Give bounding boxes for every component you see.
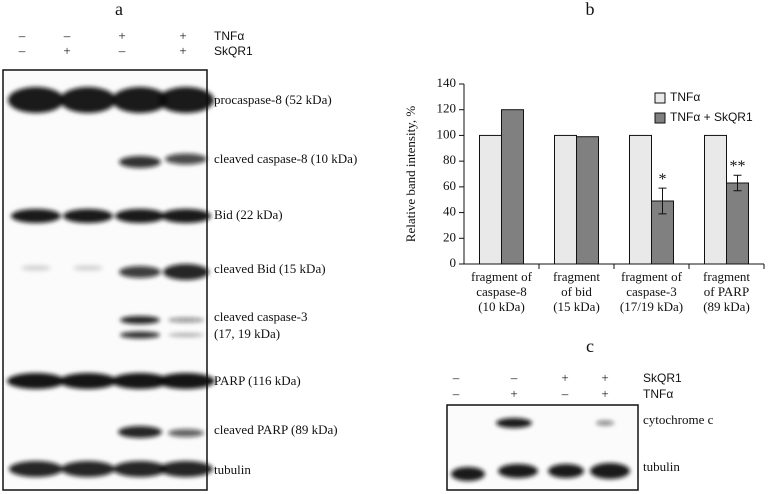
band-label: tubulin <box>643 459 680 474</box>
band <box>158 87 214 113</box>
x-tick-label: fragment of PARP (89 kDa) <box>703 269 750 314</box>
y-tick-label: 40 <box>443 204 456 219</box>
band-label: cleaved caspase-3 <box>214 309 307 324</box>
band <box>168 333 204 337</box>
significance: ** <box>730 158 746 175</box>
treatment-sign: + <box>118 28 125 43</box>
bar <box>576 136 599 265</box>
bar <box>554 134 577 265</box>
x-tick-label: fragment of caspase-8 (10 kDa) <box>471 269 533 314</box>
band <box>60 87 116 113</box>
band-label: cytochrome c <box>643 412 714 427</box>
legend-swatch <box>654 92 666 104</box>
band <box>590 463 630 479</box>
treatment-sign: – <box>452 370 460 385</box>
treatment-label: TNFα <box>214 29 244 43</box>
band <box>168 429 204 437</box>
bar <box>479 134 502 265</box>
panel-title: c <box>586 336 594 356</box>
treatment-label: SkQR1 <box>643 371 682 385</box>
y-tick-label: 140 <box>437 75 457 90</box>
significance: * <box>659 171 667 188</box>
band <box>115 209 165 223</box>
error-bar <box>733 174 742 192</box>
band-label: (17, 19 kDa) <box>214 326 280 341</box>
band <box>451 467 485 481</box>
treatment-sign: + <box>179 28 186 43</box>
treatment-sign: + <box>601 386 608 401</box>
legend-label: TNFα + SkQR1 <box>670 110 753 124</box>
band <box>113 461 167 477</box>
band <box>73 265 103 271</box>
band-label: tubulin <box>214 462 251 477</box>
x-tick-label: fragment of bid (15 kDa) <box>553 269 600 314</box>
panel-title: b <box>586 0 595 19</box>
band <box>11 209 61 223</box>
band <box>119 266 161 278</box>
legend-swatch <box>654 112 666 124</box>
band-label: cleaved caspase-8 (10 kDa) <box>214 151 357 166</box>
y-tick-label: 60 <box>443 178 456 193</box>
y-axis-label: Relative band intensity, % <box>403 106 418 243</box>
y-tick-label: 0 <box>450 255 457 270</box>
bar <box>501 109 524 265</box>
band-label: cleaved Bid (15 kDa) <box>214 261 326 276</box>
band <box>9 461 63 477</box>
band <box>165 153 207 165</box>
band <box>120 331 160 339</box>
blot-a-frame <box>2 69 208 491</box>
band <box>7 373 65 389</box>
y-tick-label: 80 <box>443 152 456 167</box>
band <box>61 461 115 477</box>
band <box>111 373 169 389</box>
bar <box>726 182 749 265</box>
band-label: Bid (22 kDa) <box>214 207 283 222</box>
band-label: PARP (116 kDa) <box>214 373 301 388</box>
treatment-sign: + <box>601 370 608 385</box>
legend-label: TNFα <box>670 90 700 104</box>
treatment-sign: – <box>118 43 126 58</box>
treatment-sign: + <box>63 43 70 58</box>
band <box>119 156 161 168</box>
treatment-sign: – <box>63 28 71 43</box>
band-label: cleaved PARP (89 kDa) <box>214 422 338 437</box>
treatment-label: SkQR1 <box>214 44 253 58</box>
y-tick-label: 120 <box>437 101 457 116</box>
band <box>159 461 213 477</box>
panel-title: a <box>115 0 123 19</box>
band <box>498 464 538 478</box>
bar <box>629 134 652 265</box>
band <box>161 209 211 223</box>
treatment-sign: + <box>561 370 568 385</box>
band <box>120 316 160 324</box>
treatment-sign: – <box>18 28 26 43</box>
treatment-sign: – <box>510 370 518 385</box>
treatment-sign: – <box>452 386 460 401</box>
x-tick-label: fragment of caspase-3 (17/19 kDa) <box>620 269 683 314</box>
band <box>168 317 204 323</box>
band <box>548 464 584 478</box>
bar <box>704 134 727 265</box>
band <box>8 87 64 113</box>
treatment-sign: – <box>18 43 26 58</box>
y-tick-label: 100 <box>437 126 457 141</box>
band <box>157 373 215 389</box>
band <box>63 209 113 223</box>
band <box>112 87 168 113</box>
y-tick-label: 20 <box>443 229 456 244</box>
error-bar <box>658 187 667 215</box>
treatment-sign: – <box>561 386 569 401</box>
band-label: procaspase-8 (52 kDa) <box>214 92 332 107</box>
treatment-label: TNFα <box>643 387 673 401</box>
treatment-sign: + <box>179 43 186 58</box>
band <box>163 264 209 280</box>
band <box>59 373 117 389</box>
band <box>596 420 614 426</box>
blot-bands <box>7 87 630 481</box>
band <box>118 426 162 438</box>
treatment-sign: + <box>510 386 517 401</box>
band <box>496 418 532 428</box>
band <box>21 265 51 271</box>
